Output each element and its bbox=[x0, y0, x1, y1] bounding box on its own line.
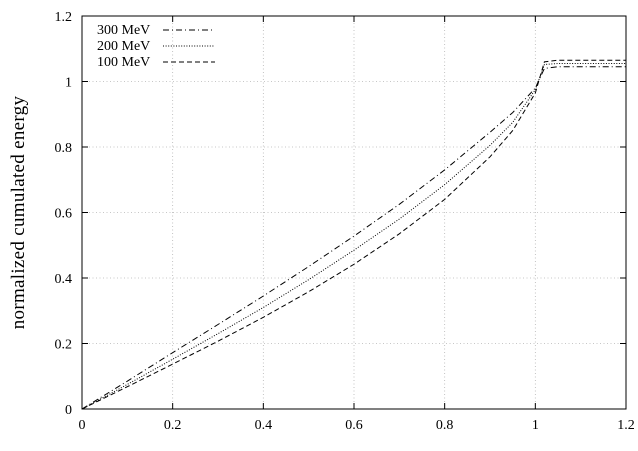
y-axis-label: normalized cumulated energy bbox=[8, 96, 29, 330]
x-tick-label: 0.8 bbox=[436, 418, 454, 433]
x-tick-label: 0.4 bbox=[255, 418, 273, 433]
legend-label-300-mev: 300 MeV bbox=[97, 23, 150, 38]
y-tick-label: 0.4 bbox=[55, 272, 73, 287]
plot-frame bbox=[81, 15, 627, 410]
y-tick-label: 1.2 bbox=[55, 10, 73, 25]
x-tick-label: 0.2 bbox=[164, 418, 182, 433]
series-line-300-mev bbox=[81, 66, 626, 410]
x-tick-label: 1 bbox=[532, 418, 539, 433]
series-layer bbox=[81, 59, 626, 410]
y-tick-label: 0 bbox=[65, 403, 72, 418]
x-tick-label: 1.2 bbox=[617, 418, 635, 433]
y-tick-label: 0.8 bbox=[55, 141, 73, 156]
series-line-200-mev bbox=[81, 62, 626, 410]
grid-layer bbox=[82, 16, 626, 409]
legend-label-100-mev: 100 MeV bbox=[97, 55, 150, 70]
series-line-100-mev bbox=[81, 59, 626, 410]
y-tick-label: 0.6 bbox=[55, 207, 73, 222]
x-tick-label: 0 bbox=[79, 418, 86, 433]
y-tick-label: 0.2 bbox=[55, 338, 73, 353]
legend-label-200-mev: 200 MeV bbox=[97, 39, 150, 54]
x-tick-label: 0.6 bbox=[345, 418, 363, 433]
ticks-layer: 0 0.2 0.4 0.6 0.8 1 1.2 0 0.2 0.4 0.6 0.8 1 1.2 bbox=[55, 10, 635, 433]
y-tick-label: 1 bbox=[65, 76, 72, 91]
